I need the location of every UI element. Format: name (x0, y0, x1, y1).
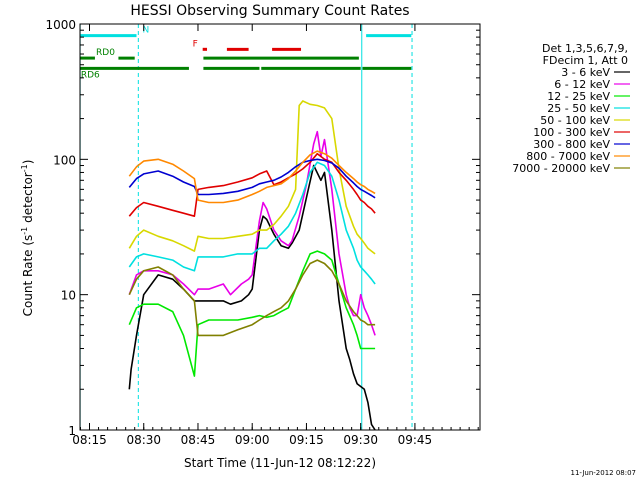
plot-frame (79, 23, 481, 431)
legend-label-0: 3 - 6 keV (561, 66, 610, 79)
legend-label-8: 7000 - 20000 keV (512, 162, 610, 175)
state-bar-label-0: N (143, 26, 150, 36)
x-tick-label-6: 09:45 (398, 433, 433, 447)
series-lines (128, 100, 376, 431)
legend-label-3: 25 - 50 keV (547, 102, 610, 115)
series-line-4 (128, 100, 376, 255)
state-bar-label-3: RD6 (81, 70, 100, 80)
legend-header-1: FDecim 1, Att 0 (543, 54, 628, 67)
legend-label-6: 300 - 800 keV (533, 138, 610, 151)
axes: 08:15 08:30 08:45 09:00 09:15 09:30 09:45 1 10 10… (45, 18, 481, 447)
x-tick-label-2: 08:45 (181, 433, 216, 447)
legend-label-4: 50 - 100 keV (540, 114, 610, 127)
y-axis-label: Count Rate (s-1 detector-1) (20, 160, 35, 317)
x-tick-label-1: 08:30 (126, 433, 161, 447)
series-line-2 (128, 250, 376, 377)
series-line-6 (128, 158, 376, 199)
series-line-7 (128, 150, 376, 204)
x-tick-label-3: 09:00 (235, 433, 270, 447)
y-axis-label-end: ) (21, 160, 35, 165)
series-line-5 (128, 152, 376, 217)
series-line-3 (128, 161, 376, 285)
state-bar-label-1: F (193, 39, 198, 49)
series-line-1 (128, 130, 376, 336)
state-bars: N F RD0 RD6 (80, 26, 412, 80)
series-line-8 (128, 259, 376, 337)
footer-timestamp: 11-Jun-2012 08:07 (571, 469, 637, 477)
y-tick-label-0: 1 (68, 424, 76, 438)
y-axis-label-main: Count Rate (s (21, 235, 35, 317)
y-axis-label-mid: detector (21, 172, 35, 227)
x-tick-label-4: 09:15 (289, 433, 324, 447)
state-bar-label-2: RD0 (96, 48, 115, 58)
legend-label-5: 100 - 300 keV (533, 126, 610, 139)
legend: Det 1,3,5,6,7,9,FDecim 1, Att 03 - 6 keV… (512, 42, 630, 175)
y-axis-label-sup2: -1 (20, 164, 29, 172)
x-tick-label-0: 08:15 (72, 433, 107, 447)
series-line-0 (128, 164, 376, 431)
y-tick-label-3: 1000 (45, 18, 76, 32)
svg-text:Count Rate (s-1 detector-1): Count Rate (s-1 detector-1) (20, 160, 35, 317)
legend-header-0: Det 1,3,5,6,7,9, (542, 42, 628, 55)
legend-label-2: 12 - 25 keV (547, 90, 610, 103)
x-axis-label: Start Time (11-Jun-12 08:12:22) (184, 456, 376, 470)
y-tick-label-2: 100 (53, 153, 76, 167)
vertical-markers (79, 24, 413, 430)
y-axis-label-sup1: -1 (20, 227, 29, 235)
legend-label-7: 800 - 7000 keV (526, 150, 610, 163)
chart-title: HESSI Observing Summary Count Rates (130, 3, 409, 19)
y-tick-label-1: 10 (61, 289, 76, 303)
x-tick-label-5: 09:30 (343, 433, 378, 447)
legend-label-1: 6 - 12 keV (554, 78, 610, 91)
